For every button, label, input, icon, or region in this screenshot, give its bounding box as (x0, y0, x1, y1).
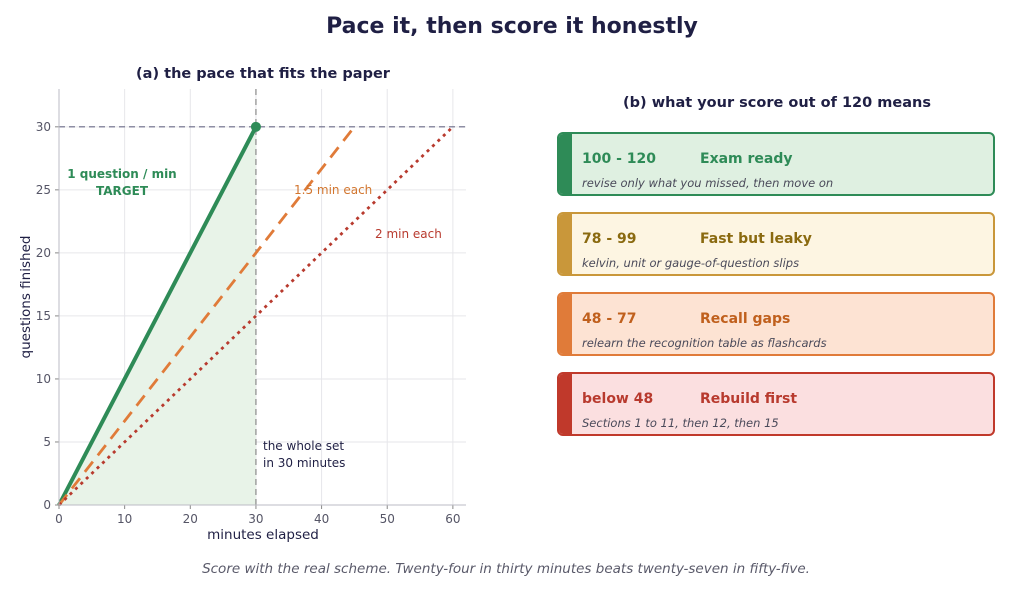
y-tick-label: 20 (36, 246, 51, 260)
score-band-exam-ready: 100 - 120 Exam ready revise only what yo… (557, 132, 995, 196)
whole-set-annotation-line2: in 30 minutes (263, 456, 345, 470)
band-label: Recall gaps (700, 311, 791, 327)
band-stripe (559, 134, 572, 194)
band-description: Sections 1 to 11, then 12, then 15 (582, 416, 779, 430)
band-label: Exam ready (700, 151, 793, 167)
tick-labels: 0 10 20 30 40 50 60 0 5 10 15 20 25 30 (36, 120, 461, 526)
x-tick-label: 20 (183, 512, 198, 526)
y-tick-label: 30 (36, 120, 51, 134)
x-axis-label: minutes elapsed (207, 527, 319, 543)
target-point (250, 121, 261, 132)
axes-layer (55, 89, 466, 509)
chart-title: (a) the pace that fits the paper (136, 66, 391, 82)
label-2-min: 2 min each (375, 227, 442, 241)
x-tick-label: 50 (380, 512, 395, 526)
series-line-1 (57, 125, 356, 506)
pace-chart: 0 10 20 30 40 50 60 0 5 10 15 20 25 30 (a) the pace t… (18, 66, 466, 543)
x-tick-label: 30 (248, 512, 263, 526)
band-stripe (559, 374, 572, 434)
x-tick-label: 10 (117, 512, 132, 526)
band-label: Fast but leaky (700, 231, 812, 247)
target-annotation-line1: 1 question / min (67, 167, 176, 181)
whole-set-annotation-line1: the whole set (263, 439, 344, 453)
y-tick-label: 5 (43, 435, 51, 449)
y-tick-label: 10 (36, 372, 51, 386)
x-tick-label: 60 (445, 512, 460, 526)
y-tick-label: 25 (36, 183, 51, 197)
y-axis-label: questions finished (18, 236, 34, 359)
score-band-recall-gaps: 48 - 77 Recall gaps relearn the recognit… (557, 292, 995, 356)
series-line-0 (57, 125, 258, 506)
band-range: 100 - 120 (582, 151, 657, 167)
band-range: 78 - 99 (582, 231, 637, 247)
band-range: 48 - 77 (582, 311, 637, 327)
band-range: below 48 (582, 391, 654, 407)
label-1-5-min: 1.5 min each (294, 183, 372, 197)
band-description: kelvin, unit or gauge-of-question slips (582, 256, 800, 270)
score-band-fast-but-leaky: 78 - 99 Fast but leaky kelvin, unit or g… (557, 212, 995, 276)
band-stripe (559, 294, 572, 354)
page-title: Pace it, then score it honestly (326, 14, 698, 39)
y-tick-label: 0 (43, 498, 51, 512)
band-description: relearn the recognition table as flashca… (582, 336, 827, 350)
target-annotation-line2: TARGET (96, 184, 149, 198)
panel-b-title: (b) what your score out of 120 means (623, 95, 931, 111)
caption: Score with the real scheme. Twenty-four … (202, 561, 810, 577)
score-band-rebuild-first: below 48 Rebuild first Sections 1 to 11,… (557, 372, 995, 436)
band-label: Rebuild first (700, 391, 798, 407)
band-stripe (559, 214, 572, 274)
series-line-2 (58, 125, 454, 507)
y-tick-label: 15 (36, 309, 51, 323)
x-tick-label: 0 (55, 512, 63, 526)
x-tick-label: 40 (314, 512, 329, 526)
series-layer (57, 121, 454, 507)
band-description: revise only what you missed, then move o… (582, 176, 834, 190)
reference-lines (59, 89, 466, 505)
